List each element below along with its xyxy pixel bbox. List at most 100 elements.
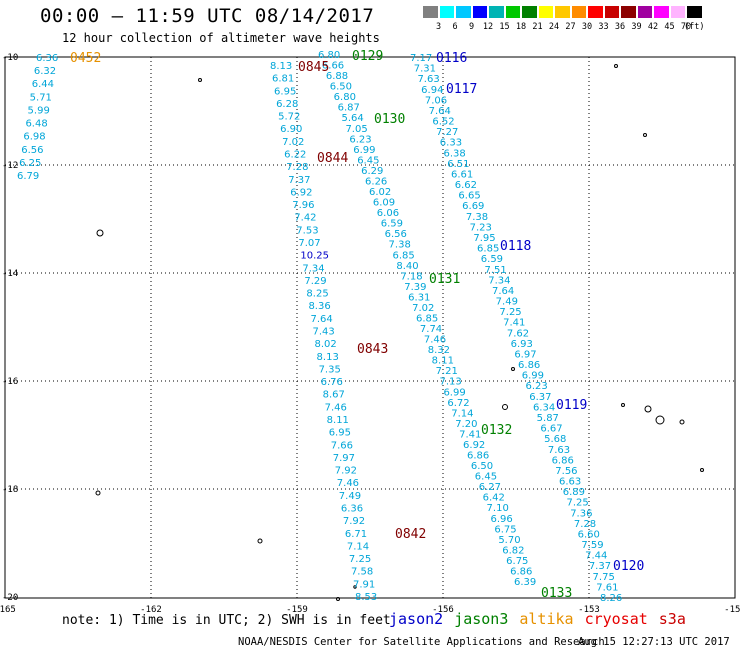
swh-reading: 6.33 — [440, 138, 462, 149]
swh-reading: 8.36 — [308, 301, 330, 312]
swh-reading: 7.21 — [436, 366, 458, 377]
legend-swatch — [488, 5, 505, 19]
swh-reading: 6.75 — [494, 524, 516, 535]
swh-reading: 6.99 — [522, 371, 544, 382]
swh-reading: 8.11 — [327, 415, 349, 426]
map-frame — [4, 56, 736, 599]
track-0116: 7.177.317.636.947.067.646.527.276.336.38… — [410, 53, 622, 604]
legend-swatch — [471, 5, 488, 19]
swh-reading: 6.28 — [276, 99, 298, 110]
swh-reading: 6.96 — [490, 514, 512, 525]
swh-reading: 7.39 — [404, 282, 426, 293]
pass-label-0844: 0844 — [317, 151, 348, 166]
island — [679, 419, 685, 425]
swh-reading: 7.17 — [410, 53, 432, 64]
island — [336, 597, 340, 601]
swh-reading: 6.50 — [330, 82, 352, 93]
latitude-tick-label: -14 — [2, 269, 18, 279]
swh-reading: 7.07 — [298, 238, 320, 249]
swh-reading: 7.34 — [302, 263, 324, 274]
swh-reading: 8.11 — [432, 356, 454, 367]
altimeter-tracks: 6.36 6.32 6.44 5.71 5.99 6.48 6.98 6.56 6.25 6.79… — [17, 50, 622, 604]
swh-reading: 6.38 — [444, 148, 466, 159]
swh-reading: 6.39 — [514, 577, 536, 588]
satellite-altika: altika — [519, 610, 574, 628]
swh-reading: 7.91 — [353, 579, 375, 590]
legend-swatch — [554, 5, 571, 19]
swh-reading: 7.62 — [507, 328, 529, 339]
swh-reading: 10.25 — [300, 251, 329, 262]
pass-label-0117: 0117 — [446, 82, 477, 97]
swh-reading: 6.95 — [329, 428, 351, 439]
swh-reading: 6.85 — [477, 244, 499, 255]
island — [353, 585, 357, 589]
swh-reading: 6.92 — [290, 187, 312, 198]
island — [700, 468, 704, 472]
swh-reading: 5.68 — [544, 434, 566, 445]
swh-reading: 7.63 — [417, 74, 439, 85]
swh-reading: 6.99 — [353, 145, 375, 156]
map-title: 00:00 — 11:59 UTC 08/14/2017 — [40, 5, 375, 27]
swh-reading: 7.06 — [425, 95, 447, 106]
swh-reading: 6.76 — [321, 377, 343, 388]
swh-reading: 6.98 — [23, 132, 45, 143]
satellite-jason2: jason2 — [389, 610, 444, 628]
legend-label: 70 — [680, 22, 692, 32]
swh-reading: 6.69 — [462, 201, 484, 212]
swh-reading: 8.13 — [270, 61, 292, 72]
satellite-s3a: s3a — [658, 610, 686, 628]
map-subtitle: 12 hour collection of altimeter wave hei… — [62, 31, 380, 45]
swh-reading: 6.36 — [36, 53, 58, 64]
swh-reading: 6.45 — [475, 472, 497, 483]
swh-reading: 6.79 — [17, 171, 39, 182]
swh-reading: 7.74 — [420, 324, 442, 335]
axis-labels: -165 -162 -159 -156 -153 -150 -10 -12 -14 -16 -18 -… — [0, 53, 740, 615]
swh-reading: 7.29 — [304, 276, 326, 287]
swh-reading: 6.89 — [563, 487, 585, 498]
legend-label: 45 — [664, 22, 675, 32]
legend-swatch — [455, 5, 472, 19]
swh-reading: 7.64 — [429, 106, 451, 117]
swh-reading: 6.81 — [272, 74, 294, 85]
track-0845: 8.136.816.956.285.726.907.026.227.287.37… — [270, 61, 377, 603]
pass-label-0132: 0132 — [481, 423, 512, 438]
swh-reading: 6.67 — [540, 424, 562, 435]
longitude-tick-label: -165 — [0, 605, 16, 615]
swh-reading: 6.27 — [479, 482, 501, 493]
color-scale-legend: 3 6 9 12 15 18 21 24 27 30 33 36 39 42 45 70 (ft) — [422, 5, 704, 32]
swh-reading: 7.49 — [496, 297, 518, 308]
longitude-tick-label: -162 — [140, 605, 162, 615]
swh-reading: 7.92 — [343, 516, 365, 527]
pass-label-0119: 0119 — [556, 398, 587, 413]
swh-reading: 8.32 — [428, 345, 450, 356]
swh-reading: 7.38 — [389, 240, 411, 251]
island-outlines — [95, 64, 704, 601]
legend-swatch — [669, 5, 686, 19]
swh-reading: 6.94 — [421, 85, 443, 96]
track-0452: 6.36 6.32 6.44 5.71 5.99 6.48 6.98 6.56 6.25 6.79 — [17, 53, 58, 182]
swh-reading: 7.41 — [503, 318, 525, 329]
swh-reading: 7.61 — [596, 582, 618, 593]
swh-reading: 7.75 — [593, 572, 615, 583]
latitude-tick-label: -16 — [2, 377, 18, 387]
swh-reading: 7.34 — [488, 275, 510, 286]
swh-reading: 6.65 — [458, 191, 480, 202]
longitude-tick-label: -150 — [724, 605, 740, 615]
legend-swatch — [438, 5, 455, 19]
legend-swatch — [686, 5, 703, 19]
latitude-tick-label: -10 — [2, 53, 18, 63]
legend-swatch — [587, 5, 604, 19]
swh-reading: 7.43 — [313, 327, 335, 338]
swh-reading: 6.60 — [578, 529, 600, 540]
pass-label-0118: 0118 — [500, 239, 531, 254]
swh-reading: 5.99 — [28, 105, 50, 116]
swh-reading: 6.85 — [416, 314, 438, 325]
legend-swatch — [521, 5, 538, 19]
swh-reading: 6.23 — [349, 134, 371, 145]
swh-reading: 6.80 — [334, 92, 356, 103]
legend-swatch — [570, 5, 587, 19]
swh-reading: 6.22 — [284, 150, 306, 161]
swh-reading: 6.52 — [432, 117, 454, 128]
swh-reading: 7.92 — [335, 466, 357, 477]
